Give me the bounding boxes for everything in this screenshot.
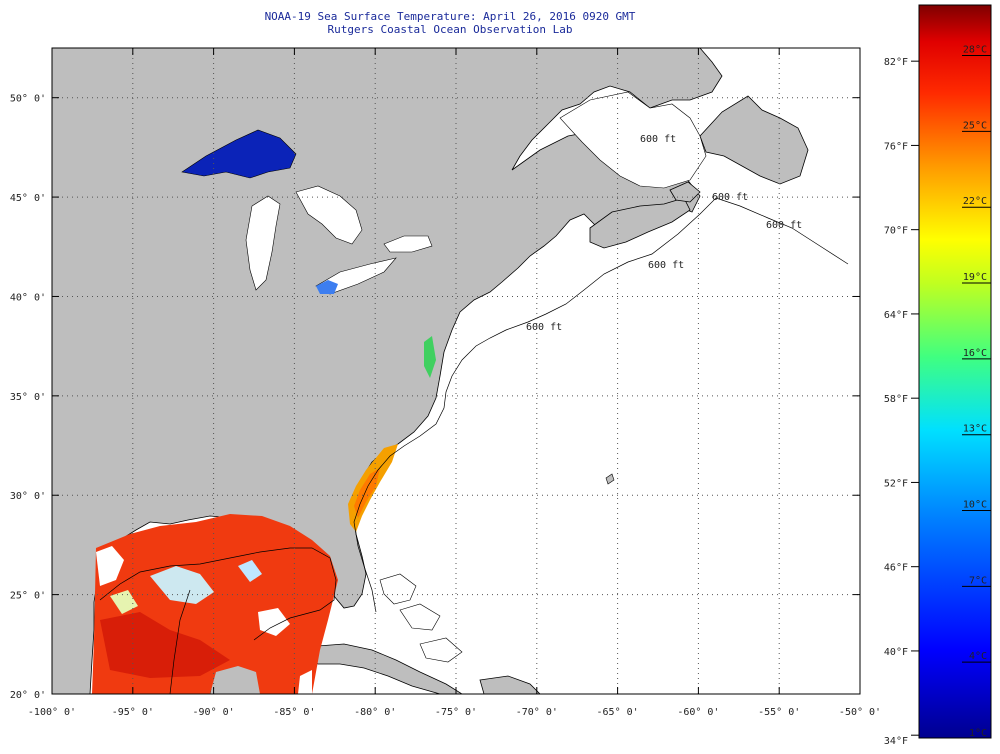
gulf-st-lawrence	[559, 91, 707, 189]
contour-label: 600 ft	[526, 322, 562, 333]
colorbar-c-label: 10°C	[963, 500, 987, 511]
gulf-cloud-patch-4	[258, 608, 290, 636]
gulf-cloud-patch-1	[96, 546, 124, 586]
y-tick-label: 50° 0'	[10, 94, 46, 105]
gulf-cloud-patch-3	[110, 590, 138, 614]
colorbar-c-label: 7°C	[969, 575, 987, 586]
map-subtitle: Rutgers Coastal Ocean Observation Lab	[327, 23, 573, 36]
colorbar-f-label: 34°F	[884, 736, 908, 747]
contour-label: 600 ft	[712, 192, 748, 203]
land-bermuda	[605, 473, 615, 485]
contour-label: 600 ft	[766, 220, 802, 231]
colorbar-c-label: 16°C	[963, 348, 987, 359]
y-tick-label: 20° 0'	[10, 690, 46, 701]
shelf-contour-600ft	[353, 197, 849, 613]
contour-label: 600 ft	[648, 260, 684, 271]
colorbar-c-label: 25°C	[963, 120, 987, 131]
lake-huron	[295, 185, 363, 245]
colorbar-f-label: 70°F	[884, 226, 908, 237]
shelf-contour-gulf	[99, 547, 337, 641]
x-tick-label: -85° 0'	[273, 707, 315, 718]
land-hispaniola	[479, 675, 541, 694]
y-tick-label: 35° 0'	[10, 392, 46, 403]
colorbar-c-label: 22°C	[963, 196, 987, 207]
x-tick-label: -55° 0'	[758, 707, 800, 718]
colorbar-c-label: 13°C	[963, 424, 987, 435]
land-newfoundland	[699, 95, 809, 185]
colorbar-f-label: 76°F	[884, 141, 908, 152]
chesapeake-sst	[424, 336, 436, 378]
y-tick-label: 25° 0'	[10, 591, 46, 602]
land-nova-scotia	[589, 197, 691, 249]
colorbar-f-label: 40°F	[884, 647, 908, 658]
lake-ontario	[383, 235, 433, 253]
colorbar	[918, 4, 992, 739]
colorbar-c-label: 19°C	[963, 272, 987, 283]
land-cuba	[299, 643, 463, 694]
land-bahamas-1	[379, 573, 417, 605]
lake-michigan	[245, 195, 281, 291]
colorbar-f-label: 58°F	[884, 394, 908, 405]
y-tick-label: 30° 0'	[10, 491, 46, 502]
contour-label: 600 ft	[640, 134, 676, 145]
x-tick-label: -65° 0'	[597, 707, 639, 718]
x-tick-label: -70° 0'	[516, 707, 558, 718]
land-bahamas-2	[399, 603, 441, 631]
land-north-america	[52, 48, 723, 694]
x-tick-label: -90° 0'	[193, 707, 235, 718]
colorbar-f-label: 46°F	[884, 563, 908, 574]
x-tick-label: -50° 0'	[839, 707, 881, 718]
colorbar-f-label: 52°F	[884, 478, 908, 489]
colorbar-c-label: 1°C	[969, 728, 987, 739]
lake-erie-sst	[316, 280, 338, 294]
x-tick-label: -95° 0'	[112, 707, 154, 718]
gulf-cloud-patch-6	[298, 670, 312, 694]
gulf-cloud-patch-5	[238, 560, 262, 582]
x-tick-label: -100° 0'	[28, 707, 76, 718]
lake-superior	[181, 129, 297, 179]
y-tick-label: 40° 0'	[10, 292, 46, 303]
colorbar-f-label: 64°F	[884, 310, 908, 321]
colorbar-scale: 82°F 76°F 70°F 64°F 58°F 52°F 46°F 40°F 34°F 28°C…	[884, 45, 991, 747]
colorbar-f-label: 82°F	[884, 57, 908, 68]
shelf-contour-gulf-2	[169, 589, 191, 694]
x-tick-label: -75° 0'	[435, 707, 477, 718]
x-tick-label: -60° 0'	[677, 707, 719, 718]
map-title: NOAA-19 Sea Surface Temperature: April 2…	[264, 10, 636, 23]
colorbar-c-label: 4°C	[969, 651, 987, 662]
atlantic-sst-strip-warm	[354, 468, 380, 518]
x-tick-label: -80° 0'	[354, 707, 396, 718]
land-bahamas-3	[419, 637, 463, 663]
colorbar-c-label: 28°C	[963, 45, 987, 56]
y-tick-label: 45° 0'	[10, 193, 46, 204]
map-axes: -100° 0' -95° 0' -90° 0' -85° 0' -80° 0' -75°…	[10, 48, 881, 718]
